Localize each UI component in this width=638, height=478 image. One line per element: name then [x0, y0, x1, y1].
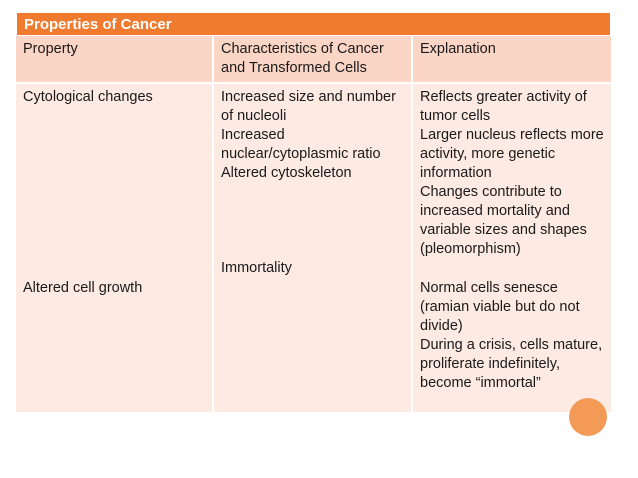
decorative-circle — [569, 398, 607, 436]
explanation-cytological: Reflects greater activity of tumor cells… — [420, 89, 604, 257]
column-header-characteristics-label: Characteristics of Cancer and Transforme… — [221, 41, 384, 76]
column-header-property-label: Property — [23, 41, 78, 57]
characteristics-immortality: Immortality — [221, 260, 292, 276]
explanation-cell: Reflects greater activity of tumor cells… — [413, 84, 611, 414]
characteristics-cell: Increased size and number of nucleoli In… — [214, 84, 413, 414]
table-title-bar: Properties of Cancer — [16, 12, 611, 36]
explanation-altered-growth: Normal cells senesce (ramian viable but … — [420, 280, 603, 391]
characteristics-cytological: Increased size and number of nucleoli In… — [221, 89, 396, 181]
column-header-property: Property — [16, 36, 214, 84]
column-header-characteristics: Characteristics of Cancer and Transforme… — [214, 36, 413, 84]
property-cytological: Cytological changes — [23, 89, 153, 105]
column-header-explanation: Explanation — [413, 36, 611, 84]
table-title: Properties of Cancer — [24, 16, 172, 33]
property-altered-growth: Altered cell growth — [23, 280, 143, 296]
property-cell: Cytological changes Altered cell growth — [16, 84, 214, 414]
column-header-explanation-label: Explanation — [420, 41, 496, 57]
